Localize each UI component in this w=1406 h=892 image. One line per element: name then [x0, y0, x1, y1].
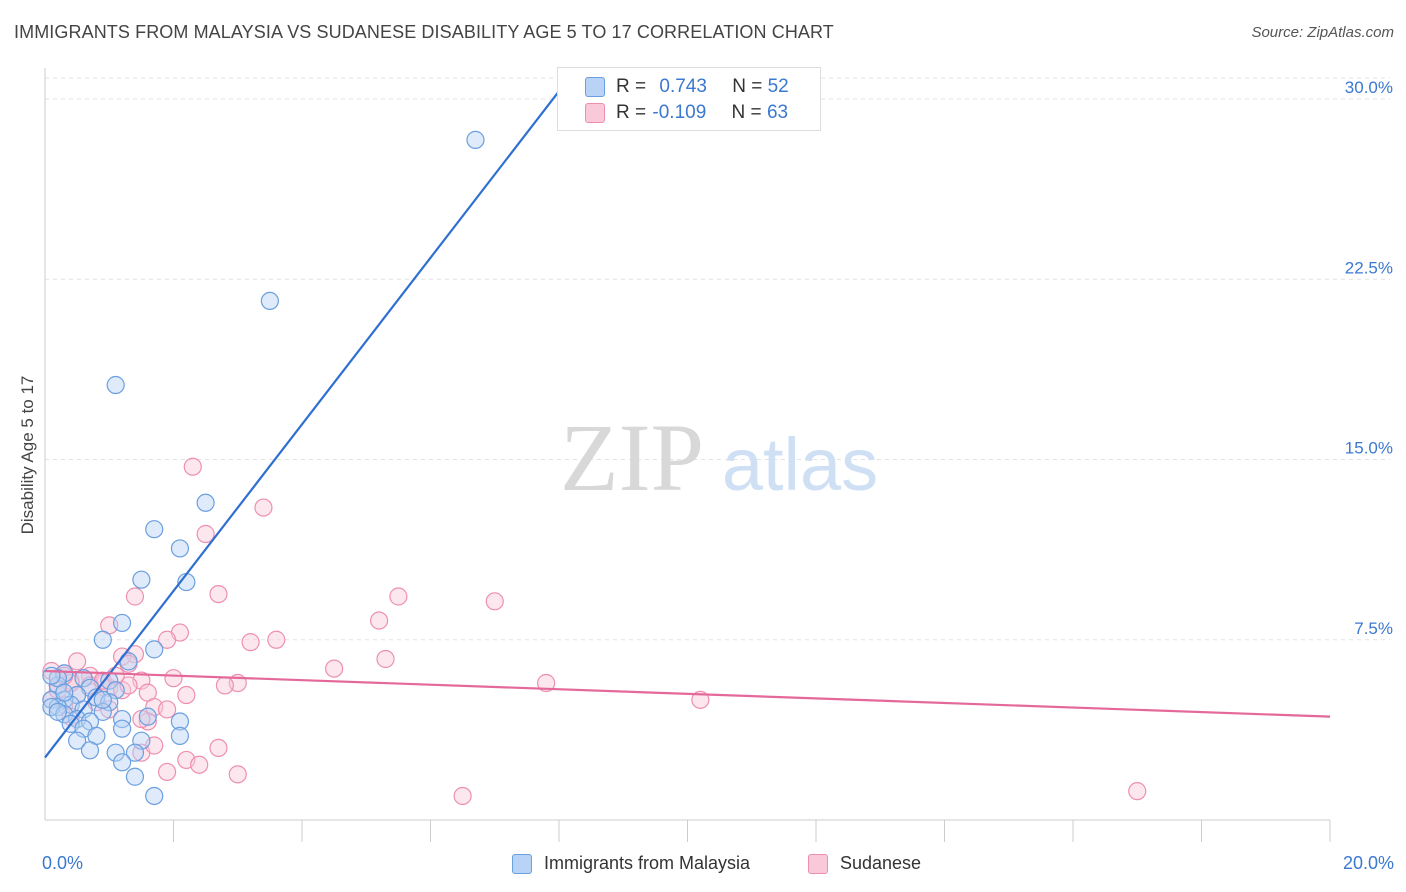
sudanese-point: [267, 630, 286, 649]
source-label: Source: ZipAtlas.com: [1251, 24, 1394, 41]
legend-r-label: R =: [616, 76, 647, 97]
malaysia-point: [106, 743, 125, 762]
sudanese-point: [228, 765, 247, 784]
malaysia-point: [145, 520, 164, 539]
malaysia-point: [170, 539, 190, 558]
sudanese-point: [1128, 782, 1147, 801]
y-tick-label: 7.5%: [1354, 619, 1393, 638]
malaysia-points: [42, 130, 485, 806]
chart-title: IMMIGRANTS FROM MALAYSIA VS SUDANESE DIS…: [14, 22, 834, 42]
bottom-legend-label: Sudanese: [840, 853, 922, 873]
legend-r-label: R =: [616, 102, 647, 123]
malaysia-trend-line: [44, 86, 564, 759]
malaysia-point: [112, 709, 132, 729]
malaysia-point: [138, 707, 157, 726]
malaysia-point: [74, 669, 93, 688]
malaysia-point: [112, 719, 132, 738]
bottom-legend-swatch-sudanese: [808, 854, 828, 874]
malaysia-point: [260, 291, 279, 311]
malaysia-point: [48, 702, 67, 721]
sudanese-point: [370, 611, 389, 630]
malaysia-point: [93, 630, 112, 649]
legend-n-label: N =: [731, 102, 762, 123]
sudanese-point: [376, 649, 395, 669]
malaysia-point: [170, 712, 190, 731]
axis-layer: 7.5% 15.0% 22.5% 30.0% 0.0% 20.0%: [42, 68, 1394, 873]
watermark-atlas: atlas: [722, 423, 878, 506]
watermark-zip: ZIP: [560, 404, 704, 511]
sudanese-point: [68, 652, 87, 671]
malaysia-point: [145, 640, 164, 659]
sudanese-point: [125, 587, 145, 606]
malaysia-point: [112, 753, 132, 772]
x-tick-label: 0.0%: [42, 853, 83, 873]
y-tick-label: 22.5%: [1345, 258, 1393, 277]
sudanese-point: [215, 676, 234, 695]
malaysia-point: [132, 570, 151, 589]
sudanese-point: [325, 659, 344, 678]
malaysia-point: [112, 613, 132, 633]
malaysia-point: [93, 690, 112, 709]
sudanese-point: [209, 738, 228, 758]
legend-r-value: 0.743: [659, 76, 707, 97]
y-tick-label: 15.0%: [1345, 439, 1393, 458]
trend-lines: [44, 86, 1331, 759]
sudanese-point: [157, 762, 177, 782]
malaysia-point: [100, 671, 119, 690]
sudanese-point: [209, 584, 228, 604]
y-tick-label: 30.0%: [1345, 78, 1393, 97]
sudanese-point: [691, 690, 710, 709]
grid-layer: [45, 77, 1390, 641]
sudanese-point: [183, 457, 202, 476]
malaysia-point: [170, 726, 190, 745]
bottom-legend-swatch-malaysia: [512, 854, 532, 874]
legend-n-label: N =: [732, 76, 763, 97]
malaysia-point: [80, 741, 100, 760]
sudanese-point: [157, 700, 177, 719]
legend-n-value: 52: [767, 76, 789, 97]
malaysia-point: [145, 786, 164, 806]
sudanese-point: [164, 669, 183, 688]
legend-swatch-sudanese: [585, 103, 605, 123]
legend-r-value: -0.109: [652, 102, 707, 123]
malaysia-point: [106, 375, 125, 395]
legend-n-value: 63: [766, 102, 789, 123]
sudanese-point: [485, 592, 504, 611]
sudanese-point: [254, 498, 273, 517]
legend-swatch-malaysia: [585, 77, 605, 97]
malaysia-point: [42, 666, 61, 685]
sudanese-point: [190, 755, 209, 774]
malaysia-point: [55, 683, 74, 702]
correlation-legend: R = 0.743 N = 52 R = -0.109 N = 63: [557, 67, 821, 131]
malaysia-point: [125, 743, 145, 762]
sudanese-point: [389, 587, 408, 606]
sudanese-point: [537, 673, 556, 693]
watermark: ZIP atlas: [560, 404, 878, 511]
sudanese-point: [453, 786, 472, 806]
sudanese-point: [157, 630, 177, 649]
malaysia-point: [466, 130, 485, 149]
sudanese-point: [241, 633, 260, 652]
sudanese-trend-line: [44, 669, 1331, 718]
bottom-legend-label: Immigrants from Malaysia: [544, 853, 751, 873]
x-tick-label: 20.0%: [1343, 853, 1394, 873]
malaysia-point: [196, 493, 215, 512]
sudanese-point: [177, 685, 196, 705]
sudanese-point: [196, 524, 215, 544]
malaysia-point: [68, 731, 87, 750]
malaysia-point: [125, 767, 145, 786]
